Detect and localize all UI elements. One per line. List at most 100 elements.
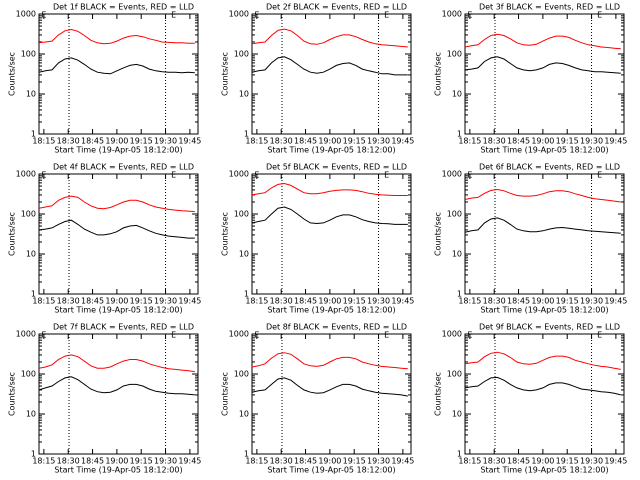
plot-frame [38,13,199,135]
y-tick-label: 1 [457,290,462,299]
data-line [38,195,195,213]
panel: Det 8f BLACK = Events, RED = LLD 1 10 100 10… [221,323,415,475]
chart-title: Det 5f BLACK = Events, RED = LLD [266,163,407,172]
data-line [464,33,621,50]
marker-label: E [254,11,259,20]
chart-title: Det 1f BLACK = Events, RED = LLD [53,3,194,12]
x-tick-label: 18:30 [57,297,80,306]
data-line [251,377,408,397]
y-tick-label: 1000 [16,330,36,339]
x-tick-label: 19:30 [580,457,603,466]
x-tick-label: 18:45 [507,297,530,306]
panel: Det 4f BLACK = Events, RED = LLD 1 10 100 10… [8,163,202,315]
y-tick-label: 1 [31,290,36,299]
x-tick-label: 18:30 [270,137,293,146]
x-tick-label: 19:15 [130,297,153,306]
x-tick-label: 18:45 [81,457,104,466]
chart-title: Det 3f BLACK = Events, RED = LLD [479,3,620,12]
y-tick-label: 1 [31,450,36,459]
x-tick-label: 19:00 [105,457,128,466]
x-tick-label: 19:00 [105,137,128,146]
y-axis-title: Counts/sec [221,52,230,96]
y-tick-label: 1000 [442,170,462,179]
y-tick-label: 1 [457,450,462,459]
panel: Det 1f BLACK = Events, RED = LLD 1 10 100 10… [8,3,202,155]
data-line [38,354,195,373]
data-line [464,351,621,370]
x-tick-label: 19:15 [343,297,366,306]
data-line [38,219,195,239]
x-tick-label: 18:15 [458,137,481,146]
x-tick-label: 19:45 [604,137,627,146]
data-line [464,217,621,234]
y-axis-title: Counts/sec [434,212,443,256]
y-tick-label: 1 [244,130,249,139]
x-tick-label: 18:15 [458,297,481,306]
x-tick-label: 19:45 [178,297,201,306]
x-tick-label: 18:45 [507,457,530,466]
x-tick-label: 18:15 [245,297,268,306]
y-tick-label: 10 [26,250,36,259]
y-tick-label: 1 [244,450,249,459]
marker-label: E [384,171,389,180]
marker-label: E [171,11,176,20]
x-tick-label: 19:00 [105,297,128,306]
plot-frame [464,333,625,455]
x-tick-label: 18:15 [32,297,55,306]
x-tick-label: 19:45 [391,457,414,466]
x-tick-label: 19:30 [367,137,390,146]
x-tick-label: 18:45 [294,137,317,146]
y-tick-label: 100 [21,210,36,219]
marker-label: E [467,11,472,20]
plot-frame [464,13,625,135]
y-tick-label: 100 [447,50,462,59]
x-tick-label: 19:45 [604,457,627,466]
x-tick-label: 19:00 [318,137,341,146]
panel: Det 3f BLACK = Events, RED = LLD 1 10 100 10… [434,3,628,155]
x-tick-label: 18:30 [483,137,506,146]
y-tick-label: 10 [452,410,462,419]
x-tick-label: 19:30 [367,457,390,466]
x-tick-label: 19:15 [343,137,366,146]
x-tick-label: 19:45 [391,137,414,146]
data-line [464,56,621,74]
y-axis-title: Counts/sec [8,212,17,256]
x-tick-label: 19:30 [154,297,177,306]
y-tick-label: 1 [457,130,462,139]
x-tick-label: 19:00 [318,457,341,466]
marker-label: E [384,11,389,20]
data-line [251,206,408,225]
x-tick-label: 18:30 [270,457,293,466]
data-line [251,352,408,370]
x-tick-label: 18:15 [32,457,55,466]
chart-title: Det 9f BLACK = Events, RED = LLD [479,323,620,332]
x-tick-label: 18:45 [294,457,317,466]
x-tick-label: 19:45 [178,457,201,466]
y-tick-label: 1000 [229,170,249,179]
x-tick-label: 19:15 [343,457,366,466]
x-tick-label: 18:45 [294,297,317,306]
data-line [251,56,408,76]
plot-frame [251,13,412,135]
x-axis-title: Start Time (19-Apr-05 18:12:00) [267,466,395,475]
marker-label: E [171,171,176,180]
y-tick-label: 10 [452,90,462,99]
chart-title: Det 8f BLACK = Events, RED = LLD [266,323,407,332]
x-tick-label: 19:15 [556,457,579,466]
chart-title: Det 7f BLACK = Events, RED = LLD [53,323,194,332]
y-tick-label: 100 [447,370,462,379]
x-tick-label: 19:30 [367,297,390,306]
chart-title: Det 2f BLACK = Events, RED = LLD [266,3,407,12]
panel: Det 2f BLACK = Events, RED = LLD 1 10 100 10… [221,3,415,155]
data-line [464,188,621,203]
marker-label: E [254,331,259,340]
y-tick-label: 1000 [16,10,36,19]
x-tick-label: 19:15 [556,137,579,146]
x-axis-title: Start Time (19-Apr-05 18:12:00) [267,146,395,155]
y-axis-title: Counts/sec [8,52,17,96]
plot-frame [38,333,199,455]
x-tick-label: 19:45 [391,297,414,306]
x-tick-label: 19:00 [318,297,341,306]
y-tick-label: 1000 [229,330,249,339]
